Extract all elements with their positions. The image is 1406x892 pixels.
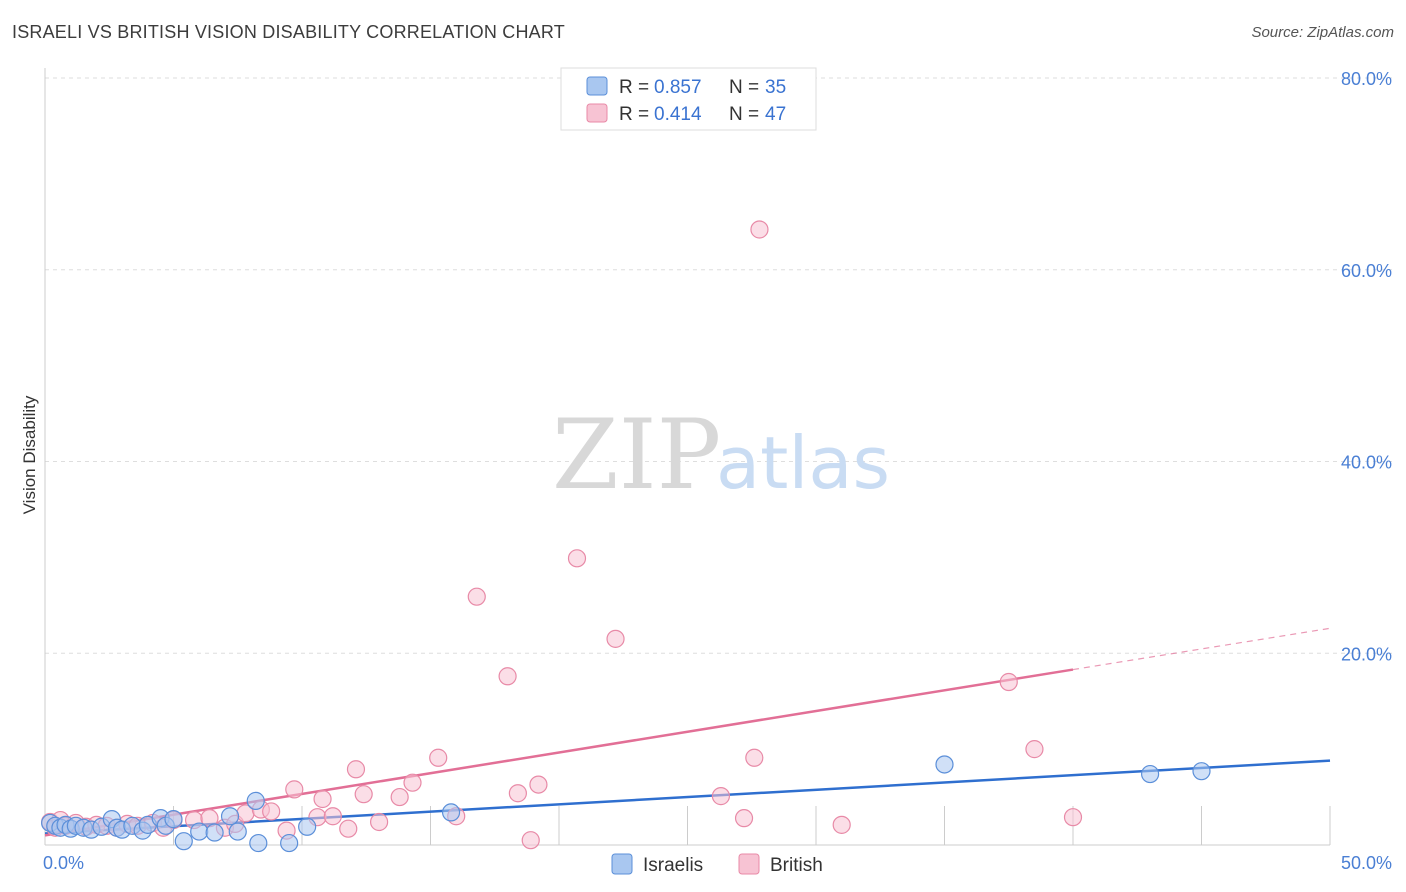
legend-r-value: 0.414 bbox=[654, 104, 702, 125]
point-british bbox=[429, 748, 448, 767]
point-british bbox=[711, 787, 731, 806]
point-british bbox=[1025, 740, 1044, 759]
legend-n-value: 47 bbox=[765, 104, 786, 125]
point-israelis bbox=[280, 833, 299, 853]
legend-r-value: 0.857 bbox=[654, 77, 702, 98]
watermark: ZIP atlas bbox=[552, 399, 890, 511]
legend-swatch-british bbox=[738, 853, 760, 875]
point-british bbox=[467, 587, 486, 606]
chart-title: ISRAELI VS BRITISH VISION DISABILITY COR… bbox=[12, 22, 565, 42]
point-british bbox=[403, 773, 422, 792]
gridlines bbox=[45, 77, 1392, 845]
point-british bbox=[323, 807, 342, 826]
point-israelis bbox=[205, 823, 224, 842]
y-tick-label: 40.0% bbox=[1341, 453, 1392, 473]
point-israelis bbox=[174, 832, 193, 851]
point-british bbox=[999, 672, 1018, 692]
point-israelis bbox=[441, 803, 461, 822]
legend-n-label: N = bbox=[729, 77, 759, 98]
y-tick-label: 60.0% bbox=[1341, 261, 1392, 281]
x-tick-label: 0.0% bbox=[43, 853, 84, 873]
trend-line-israelis bbox=[44, 759, 1331, 835]
legend-swatch-israelis bbox=[611, 853, 633, 875]
point-israelis bbox=[935, 755, 954, 774]
point-british bbox=[339, 819, 358, 838]
point-israelis bbox=[1192, 762, 1211, 781]
point-british bbox=[1063, 808, 1083, 827]
trend-line-british bbox=[44, 668, 1074, 837]
point-british bbox=[832, 815, 851, 834]
point-british bbox=[498, 667, 517, 686]
legend-n-value: 35 bbox=[765, 77, 786, 98]
legend-label-british: British bbox=[770, 855, 823, 876]
point-british bbox=[508, 784, 527, 803]
point-israelis bbox=[220, 807, 240, 826]
trend-lines bbox=[44, 627, 1331, 837]
point-british bbox=[745, 748, 764, 767]
point-british bbox=[262, 802, 281, 821]
point-israelis bbox=[298, 817, 317, 836]
point-israelis bbox=[190, 822, 209, 841]
y-tick-label: 80.0% bbox=[1341, 69, 1392, 89]
point-british bbox=[285, 780, 304, 799]
watermark-zip: ZIP bbox=[552, 399, 721, 511]
point-british bbox=[529, 775, 548, 794]
point-british bbox=[354, 785, 373, 804]
data-points bbox=[41, 220, 1211, 853]
point-british bbox=[521, 831, 540, 850]
x-tick-label: 50.0% bbox=[1341, 853, 1392, 873]
point-british bbox=[734, 809, 754, 828]
point-british bbox=[390, 787, 409, 807]
point-israelis bbox=[249, 833, 268, 853]
legend-n-label: N = bbox=[729, 104, 759, 125]
trend-line-extension-british bbox=[1072, 627, 1331, 671]
point-israelis bbox=[164, 810, 183, 829]
legend-swatch-british bbox=[586, 103, 608, 123]
y-tick-labels: 20.0% 40.0% 60.0% 80.0% bbox=[1341, 69, 1392, 664]
x-tick-labels: 0.0% 50.0% bbox=[43, 853, 1392, 873]
series-legend: Israelis British bbox=[611, 853, 823, 876]
point-british bbox=[370, 812, 389, 832]
watermark-atlas: atlas bbox=[716, 421, 890, 505]
point-israelis bbox=[228, 822, 247, 841]
y-axis-label: Vision Disability bbox=[20, 395, 39, 514]
point-british bbox=[750, 220, 769, 239]
source-credit: Source: ZipAtlas.com bbox=[1251, 24, 1394, 41]
legend-r-label: R = bbox=[619, 77, 649, 98]
y-tick-label: 20.0% bbox=[1341, 644, 1392, 664]
stats-legend: R = 0.857 N = 35 R = 0.414 N = 47 bbox=[560, 67, 817, 131]
point-british bbox=[567, 549, 587, 568]
point-israelis bbox=[1140, 764, 1160, 784]
point-british bbox=[606, 629, 625, 648]
point-israelis bbox=[246, 791, 265, 810]
legend-r-label: R = bbox=[619, 104, 649, 125]
point-british bbox=[313, 789, 332, 809]
legend-label-israelis: Israelis bbox=[643, 855, 703, 876]
point-british bbox=[346, 760, 366, 779]
legend-swatch-israelis bbox=[586, 76, 608, 96]
